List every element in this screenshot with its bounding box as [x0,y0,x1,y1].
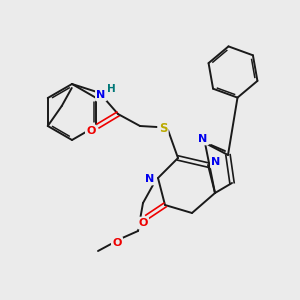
Text: N: N [212,157,220,167]
Text: H: H [106,84,116,94]
Text: O: O [112,238,122,248]
Text: N: N [198,134,208,144]
Text: O: O [138,218,148,228]
Text: N: N [146,174,154,184]
Text: O: O [86,126,96,136]
Text: N: N [96,90,106,100]
Text: S: S [159,122,167,134]
